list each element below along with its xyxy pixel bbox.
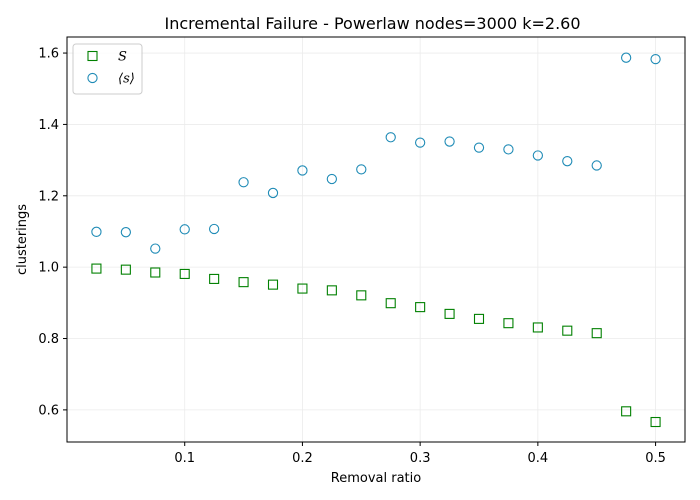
data-point-s [503, 318, 514, 329]
data-point-mean-s [326, 173, 338, 185]
x-tick-label: 0.2 [292, 451, 313, 466]
data-point-mean-s [414, 137, 426, 148]
data-point-s [562, 325, 573, 336]
x-tick-label: 0.1 [174, 451, 195, 466]
data-point-mean-s [91, 226, 102, 237]
data-point-mean-s [150, 243, 161, 254]
axis-ticks: 0.1 0.2 0.3 0.4 0.5 0.6 0.8 1.0 1.2 1.4 1.6 [38, 47, 666, 466]
data-point-s [209, 273, 220, 284]
data-point-s [179, 268, 190, 279]
data-point-mean-s [620, 52, 632, 63]
data-point-mean-s [208, 223, 220, 235]
y-tick-label: 1.6 [38, 47, 59, 62]
data-point-s [650, 416, 661, 428]
y-tick-label: 1.0 [38, 261, 59, 276]
data-point-s [297, 283, 308, 294]
legend-marker-s-square [87, 50, 98, 62]
plot-frame [66, 36, 686, 443]
legend-label-s: S [118, 50, 127, 65]
data-point-mean-s [591, 160, 602, 171]
y-tick-label: 0.8 [38, 332, 59, 347]
data-point-s [473, 313, 485, 324]
data-point-s [150, 267, 161, 278]
data-point-mean-s [503, 144, 514, 155]
y-axis-label: clusterings [15, 204, 30, 275]
y-tick-label: 0.6 [38, 403, 59, 418]
data-point-s [326, 285, 337, 296]
data-marks [91, 52, 661, 428]
data-point-mean-s [473, 142, 485, 153]
data-point-s [591, 328, 602, 339]
data-point-s [621, 406, 632, 417]
legend-marker-mean-s-circle [87, 72, 98, 84]
legend: S ⟨s⟩ [72, 43, 143, 95]
data-point-mean-s [356, 164, 367, 175]
x-tick-label: 0.5 [645, 451, 666, 466]
y-tick-label: 1.4 [38, 118, 59, 133]
data-point-s [444, 308, 455, 319]
data-point-mean-s [385, 132, 396, 143]
grid [67, 37, 685, 442]
data-point-mean-s [238, 177, 249, 188]
x-axis-label: Removal ratio [331, 471, 421, 486]
y-tick-label: 1.2 [38, 189, 59, 204]
data-point-s [91, 263, 102, 274]
data-point-s [120, 264, 131, 275]
data-point-mean-s [179, 224, 190, 235]
legend-label-mean-s: ⟨s⟩ [118, 72, 135, 87]
data-point-s [532, 322, 543, 333]
data-point-mean-s [120, 227, 132, 238]
x-tick-label: 0.4 [528, 451, 549, 466]
data-point-mean-s [532, 150, 544, 161]
data-point-mean-s [267, 187, 279, 199]
data-point-s [415, 302, 426, 313]
data-point-s [356, 290, 367, 301]
data-point-s [385, 298, 396, 309]
data-point-mean-s [650, 53, 661, 65]
data-point-mean-s [444, 136, 455, 147]
legend-frame [72, 43, 143, 95]
data-point-mean-s [562, 156, 573, 167]
data-point-mean-s [297, 165, 308, 176]
x-tick-label: 0.3 [410, 451, 431, 466]
data-point-s [267, 279, 279, 290]
chart-title: Incremental Failure - Powerlaw nodes=300… [164, 14, 580, 33]
data-point-s [238, 277, 249, 288]
